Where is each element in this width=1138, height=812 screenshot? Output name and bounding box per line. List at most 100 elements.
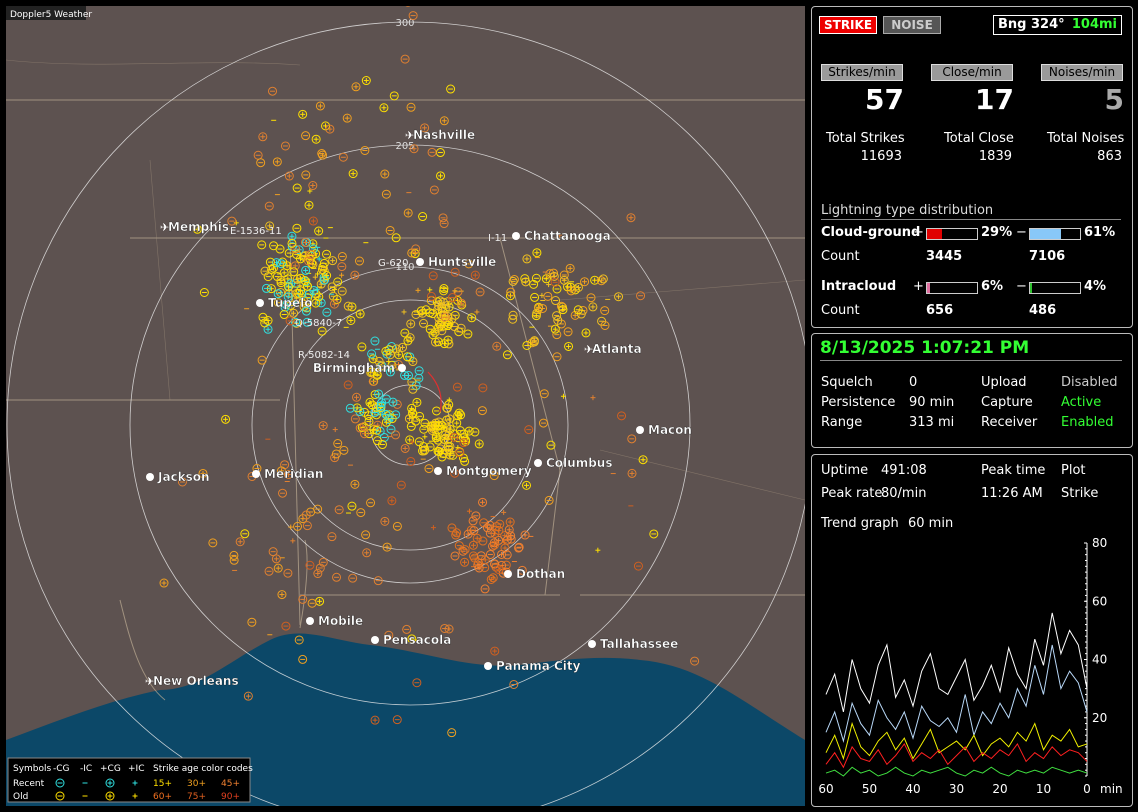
strike-symbol [506, 287, 516, 297]
strike-symbol [199, 287, 209, 297]
strike-symbol [287, 231, 297, 241]
status-cell: Disabled [1061, 375, 1118, 390]
strike-ring [428, 309, 438, 319]
strike-symbol [352, 392, 362, 402]
strike-symbol [325, 124, 335, 134]
strike-symbol [425, 324, 435, 334]
range-label: 300 [395, 18, 414, 29]
strike-symbol [370, 715, 380, 725]
strike-symbol [690, 656, 700, 666]
strike-symbol [332, 572, 342, 582]
strike-ring [309, 285, 319, 295]
strike-symbol [581, 328, 591, 338]
strike-ring [638, 455, 648, 465]
strike-ring [636, 291, 646, 301]
strike-symbol [415, 287, 421, 293]
strike-ring [386, 424, 396, 434]
strike-symbol [400, 54, 410, 64]
strike-ring [588, 302, 598, 312]
strike-ring [317, 265, 327, 275]
strike-ring [480, 584, 490, 594]
strike-symbol [221, 414, 231, 424]
strike-symbol [366, 498, 376, 508]
strike-symbol [638, 455, 648, 465]
strike-ring [471, 511, 481, 521]
strike-button[interactable]: STRIKE [819, 16, 877, 34]
strike-symbol [529, 337, 539, 347]
strike-ring [292, 318, 302, 328]
strike-symbol [398, 342, 408, 352]
strike-ring [361, 530, 371, 540]
strike-symbol [412, 397, 422, 407]
strike-symbol [322, 271, 332, 281]
strike-symbol [380, 516, 390, 526]
strike-symbol [387, 496, 397, 506]
strike-symbol [485, 549, 495, 559]
strike-symbol [339, 272, 345, 278]
strike-ring [408, 409, 418, 419]
strike-symbol [478, 383, 488, 393]
strike-ring [263, 272, 273, 282]
strike-ring [553, 315, 563, 325]
strike-symbol [368, 376, 378, 386]
strike-ring [408, 11, 418, 21]
strike-ring [405, 333, 415, 343]
strike-ring [470, 270, 480, 280]
strike-symbol [427, 147, 437, 157]
status-cell: Receiver [981, 415, 1038, 430]
strike-ring [346, 315, 356, 325]
pct-label: 29% [981, 225, 1013, 240]
strike-ring [468, 540, 478, 550]
strike-ring [400, 54, 410, 64]
strike-ring [348, 169, 358, 179]
strike-ring [405, 6, 411, 7]
strike-ring [192, 224, 202, 234]
noise-button[interactable]: NOISE [883, 16, 941, 34]
pct-fill [1030, 283, 1032, 293]
strike-ring [350, 270, 360, 280]
strike-symbol [494, 565, 504, 575]
strike-ring [302, 281, 312, 291]
strike-ring [452, 418, 462, 428]
strike-ring [376, 361, 386, 371]
city-dot [512, 232, 520, 240]
strike-ring [374, 356, 384, 366]
strike-symbol [449, 322, 459, 332]
strike-symbol [403, 208, 413, 218]
status-cell: Capture [981, 395, 1033, 410]
strike-ring [414, 437, 424, 447]
strike-ring [444, 430, 454, 440]
strike-ring [428, 330, 438, 340]
strike-ring [268, 86, 278, 96]
strike-symbol [405, 435, 415, 445]
strike-symbol [421, 305, 431, 315]
strike-ring [301, 306, 311, 316]
total-value: 11693 [860, 149, 902, 164]
strike-ring [364, 416, 374, 426]
strike-ring [477, 406, 487, 416]
strike-ring [463, 529, 473, 539]
strike-symbol [392, 715, 402, 725]
strike-symbol [403, 371, 413, 381]
strike-ring [531, 273, 541, 283]
legend-ring [105, 778, 115, 788]
strike-symbol [279, 310, 289, 320]
city-dot [434, 467, 442, 475]
strike-ring [552, 330, 562, 340]
strike-ring [296, 273, 306, 283]
strike-symbol [446, 397, 452, 403]
strike-symbol [392, 521, 402, 531]
strike-ring [428, 423, 438, 433]
strike-symbol [280, 302, 290, 312]
strike-ring [450, 551, 460, 561]
strike-symbol [517, 565, 527, 575]
strike-symbol [514, 542, 524, 552]
strike-ring [549, 271, 559, 281]
strike-ring [302, 317, 312, 327]
strike-ring [478, 497, 488, 507]
strike-symbol [546, 282, 552, 288]
strike-symbol [402, 624, 412, 634]
strike-ring [458, 546, 468, 556]
strike-symbol [489, 540, 499, 550]
strike-symbol [227, 216, 237, 226]
